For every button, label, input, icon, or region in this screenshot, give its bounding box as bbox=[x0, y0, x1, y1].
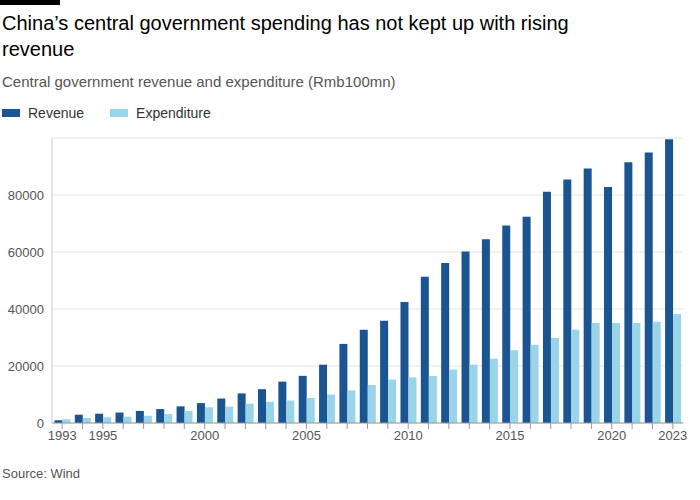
html-text:China’s central government spe: China’s central government spending has … bbox=[2, 12, 569, 60]
svg-text:2005: 2005 bbox=[292, 428, 321, 443]
html-text:Expenditure: Expenditure bbox=[136, 105, 211, 121]
svg-text:1993: 1993 bbox=[48, 428, 77, 443]
svg-text:0: 0 bbox=[37, 416, 44, 431]
svg-text:2010: 2010 bbox=[394, 428, 423, 443]
html-text:Revenue: Revenue bbox=[28, 105, 84, 121]
html-text:Source: Wind: Source: Wind bbox=[2, 466, 80, 481]
svg-text:40000: 40000 bbox=[8, 302, 44, 317]
svg-text:80000: 80000 bbox=[8, 188, 44, 203]
svg-text:60000: 60000 bbox=[8, 245, 44, 260]
svg-text:20000: 20000 bbox=[8, 359, 44, 374]
svg-text:1995: 1995 bbox=[88, 428, 117, 443]
svg-text:2000: 2000 bbox=[190, 428, 219, 443]
svg-text:2023: 2023 bbox=[658, 428, 687, 443]
html-text:Central government revenue and: Central government revenue and expenditu… bbox=[2, 73, 396, 90]
svg-text:2015: 2015 bbox=[496, 428, 525, 443]
svg-text:2020: 2020 bbox=[597, 428, 626, 443]
